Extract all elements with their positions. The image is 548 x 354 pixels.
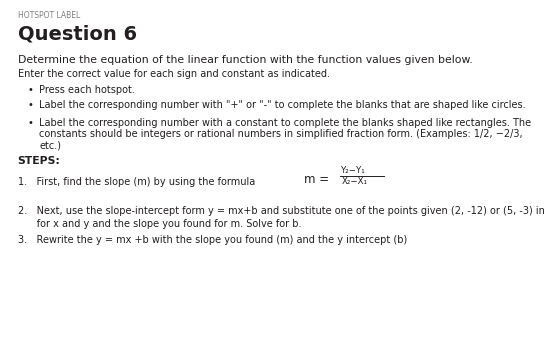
Text: constants should be integers or rational numbers in simplified fraction form. (E: constants should be integers or rational… [39, 129, 523, 139]
Text: •: • [27, 118, 33, 127]
Text: 3.   Rewrite the y = mx +b with the slope you found (m) and the y intercept (b): 3. Rewrite the y = mx +b with the slope … [18, 235, 407, 245]
Text: 1.   First, find the slope (m) by using the formula: 1. First, find the slope (m) by using th… [18, 177, 255, 187]
Text: 2.   Next, use the slope-intercept form y = mx+b and substitute one of the point: 2. Next, use the slope-intercept form y … [18, 206, 544, 216]
Text: X₂−X₁: X₂−X₁ [341, 177, 367, 186]
Text: m =: m = [304, 173, 329, 186]
Text: Press each hotspot.: Press each hotspot. [39, 85, 135, 95]
Text: Label the corresponding number with a constant to complete the blanks shaped lik: Label the corresponding number with a co… [39, 118, 532, 127]
Text: Label the corresponding number with "+" or "-" to complete the blanks that are s: Label the corresponding number with "+" … [39, 100, 526, 110]
Text: Enter the correct value for each sign and constant as indicated.: Enter the correct value for each sign an… [18, 69, 329, 79]
Text: •: • [27, 85, 33, 95]
Text: for x and y and the slope you found for m. Solve for b.: for x and y and the slope you found for … [18, 219, 301, 229]
Text: Question 6: Question 6 [18, 25, 136, 44]
Text: Y₂−Y₁: Y₂−Y₁ [341, 166, 366, 175]
Text: •: • [27, 100, 33, 110]
Text: HOTSPOT LABEL: HOTSPOT LABEL [18, 11, 80, 20]
Text: Determine the equation of the linear function with the function values given bel: Determine the equation of the linear fun… [18, 55, 472, 65]
Text: etc.): etc.) [39, 141, 61, 151]
Text: STEPS:: STEPS: [18, 156, 60, 166]
